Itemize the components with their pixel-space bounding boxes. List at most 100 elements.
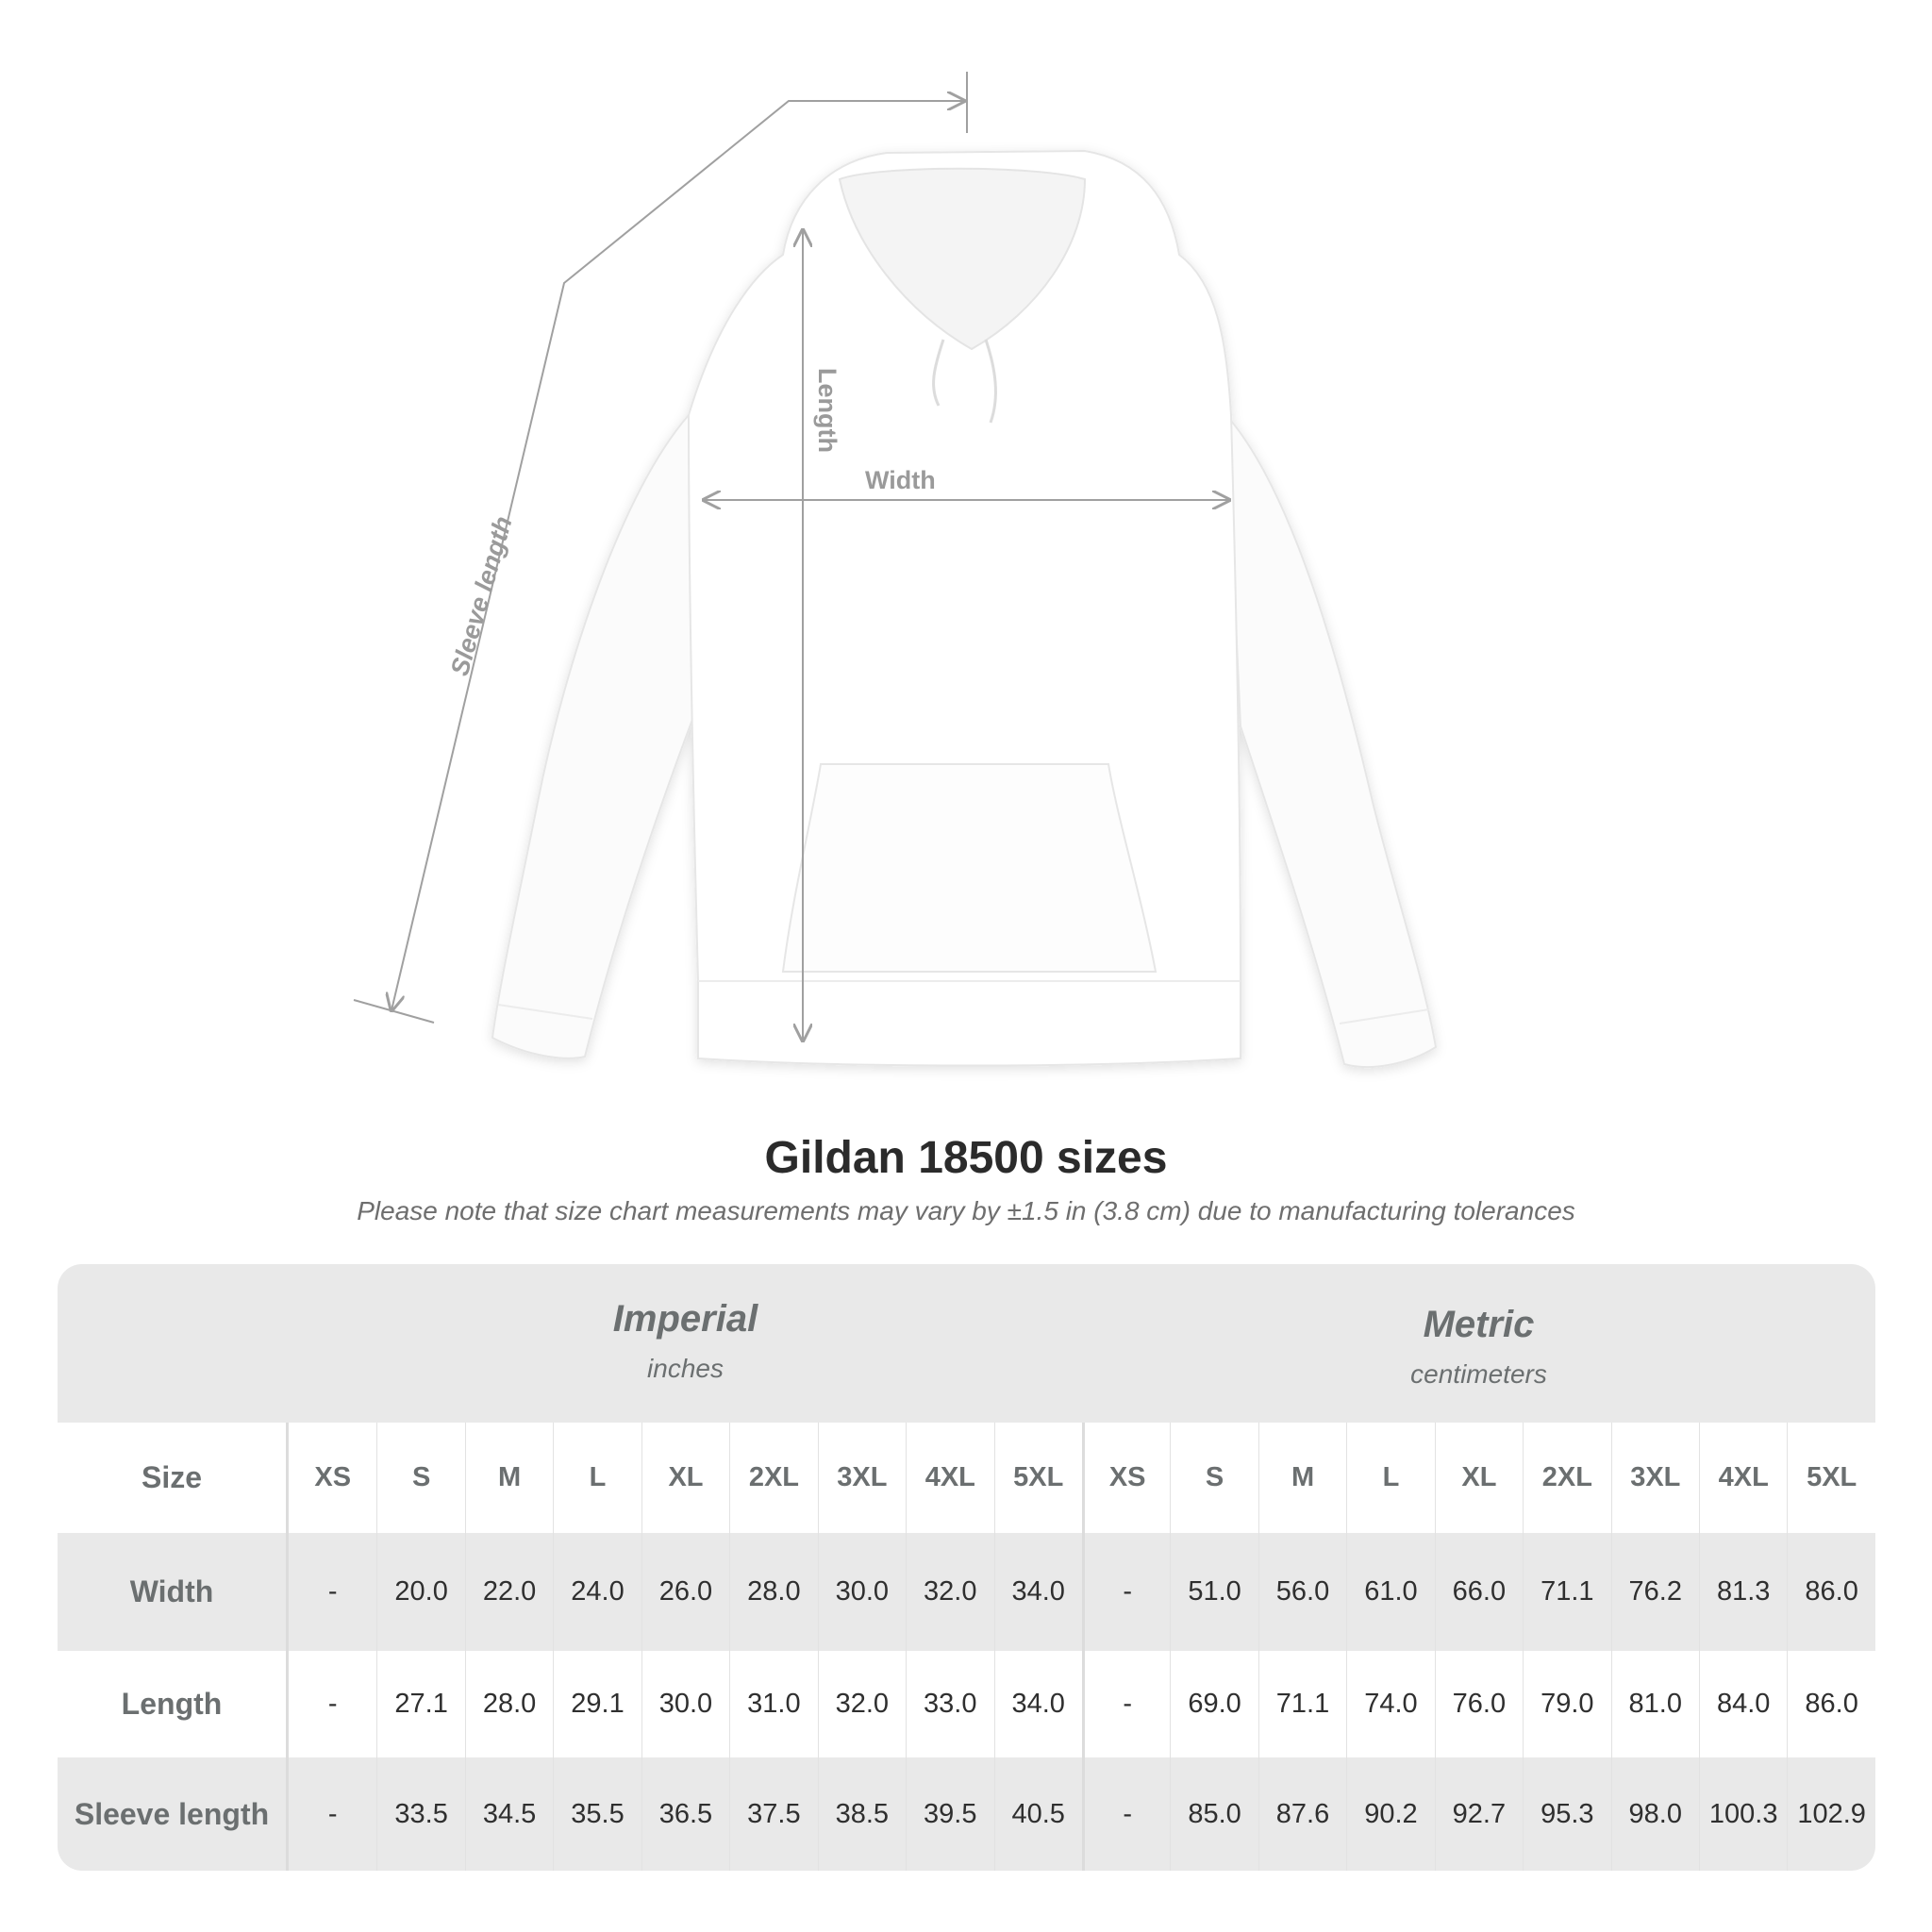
- row-band: [58, 1533, 1875, 1651]
- imperial-value-cell: 20.0: [376, 1533, 464, 1651]
- metric-value-cell: 81.0: [1610, 1651, 1699, 1757]
- imperial-value-cell: 33.0: [906, 1651, 993, 1757]
- imperial-size-header: 3XL: [817, 1423, 906, 1533]
- imperial-header: Imperial inches: [289, 1298, 1082, 1384]
- imperial-value-cell: -: [327, 1576, 338, 1607]
- imperial-value-cell: 34.0: [993, 1651, 1082, 1757]
- imperial-title: Imperial: [612, 1298, 758, 1340]
- metric-value-cell: 84.0: [1699, 1651, 1787, 1757]
- metric-value-cell: 85.0: [1170, 1757, 1257, 1871]
- imperial-value-cell: 37.5: [729, 1757, 817, 1871]
- imperial-value-cell: 38.5: [817, 1757, 906, 1871]
- imperial-size-header: S: [376, 1423, 464, 1533]
- table-row: Width -20.0 22.0 24.0 26.0 28.0 30.0 32.0 34.0-5…: [58, 1533, 1875, 1651]
- imperial-size-header: 4XL: [906, 1423, 993, 1533]
- metric-value-cell: 95.3: [1523, 1757, 1610, 1871]
- metric-size-header: XS: [1081, 1423, 1170, 1533]
- metric-value-cell: 81.3: [1699, 1533, 1787, 1651]
- imperial-value-cell: 28.0: [464, 1651, 553, 1757]
- hoodie-diagram: Length Width Sleeve length: [353, 72, 1438, 1068]
- size-header-row: Size XS S M L XL 2XL 3XL 4XL 5XL XS S M L XL 2XL 3XL 4XL 5…: [58, 1423, 1875, 1533]
- imperial-value-cell: 39.5: [906, 1757, 993, 1871]
- sleeve-bottom-tick: [353, 999, 435, 1024]
- row-label: Size: [58, 1423, 289, 1533]
- width-label: Width: [865, 466, 936, 494]
- imperial-value-cell: 28.0: [729, 1533, 817, 1651]
- metric-size-header: L: [1346, 1423, 1434, 1533]
- imperial-value-cell: 32.0: [906, 1533, 993, 1651]
- metric-size-header: 2XL: [1523, 1423, 1610, 1533]
- metric-value-cell: -: [1081, 1757, 1170, 1871]
- metric-value-cell: 92.7: [1434, 1757, 1523, 1871]
- table-row: Length -27.1 28.0 29.1 30.0 31.0 32.0 33.0 34.0-…: [58, 1651, 1875, 1757]
- imperial-size-header: 2XL: [729, 1423, 817, 1533]
- imperial-size-header: XS: [314, 1462, 352, 1492]
- metric-value-cell: -: [1081, 1533, 1170, 1651]
- imperial-value-cell: -: [327, 1798, 338, 1829]
- table-row: Sleeve length - 33.5 34.5 35.5 36.5 37.5 38.5 39…: [58, 1757, 1875, 1871]
- imperial-value-cell: -: [327, 1689, 338, 1719]
- sleeve-length-line: [391, 101, 964, 1010]
- imperial-value-cell: 26.0: [641, 1533, 729, 1651]
- metric-size-header: 3XL: [1610, 1423, 1699, 1533]
- size-chart-table: Imperial inches Metric centimeters Size X…: [58, 1264, 1875, 1871]
- tolerance-note: Please note that size chart measurements…: [357, 1196, 1575, 1225]
- metric-value-cell: 100.3: [1699, 1757, 1787, 1871]
- metric-size-header: 5XL: [1787, 1423, 1874, 1533]
- imperial-value-cell: 27.1: [376, 1651, 464, 1757]
- metric-size-header: M: [1257, 1423, 1346, 1533]
- imperial-size-header: M: [464, 1423, 553, 1533]
- imperial-value-cell: 30.0: [817, 1533, 906, 1651]
- page-title: Gildan 18500 sizes: [764, 1133, 1168, 1183]
- table-header-band: [58, 1264, 1875, 1423]
- imperial-size-header: L: [553, 1423, 641, 1533]
- imperial-value-cell: 31.0: [729, 1651, 817, 1757]
- imperial-value-cell: 40.5: [993, 1757, 1082, 1871]
- metric-size-header: 4XL: [1699, 1423, 1787, 1533]
- metric-value-cell: 76.2: [1610, 1533, 1699, 1651]
- imperial-size-header: XL: [641, 1423, 729, 1533]
- metric-value-cell: 90.2: [1346, 1757, 1434, 1871]
- metric-value-cell: 51.0: [1170, 1533, 1257, 1651]
- metric-value-cell: 87.6: [1257, 1757, 1346, 1871]
- imperial-value-cell: 35.5: [553, 1757, 641, 1871]
- hoodie-image: [491, 149, 1438, 1068]
- measurement-lines: [353, 72, 1229, 1041]
- row-label: Sleeve length: [58, 1757, 289, 1871]
- imperial-value-cell: 34.0: [993, 1533, 1082, 1651]
- metric-value-cell: 102.9: [1787, 1757, 1874, 1871]
- imperial-value-cell: 24.0: [553, 1533, 641, 1651]
- imperial-value-cell: 32.0: [817, 1651, 906, 1757]
- metric-value-cell: 98.0: [1610, 1757, 1699, 1871]
- row-band: [58, 1757, 1875, 1871]
- imperial-value-cell: 22.0: [464, 1533, 553, 1651]
- imperial-value-cell: 33.5: [376, 1757, 464, 1871]
- row-label: Length: [58, 1651, 289, 1757]
- metric-value-cell: 71.1: [1257, 1651, 1346, 1757]
- imperial-unit: inches: [647, 1354, 724, 1383]
- metric-value-cell: 66.0: [1434, 1533, 1523, 1651]
- imperial-size-header: 5XL: [993, 1423, 1082, 1533]
- metric-value-cell: 69.0: [1170, 1651, 1257, 1757]
- imperial-value-cell: 30.0: [641, 1651, 729, 1757]
- metric-value-cell: 76.0: [1434, 1651, 1523, 1757]
- metric-value-cell: 71.1: [1523, 1533, 1610, 1651]
- metric-value-cell: 86.0: [1787, 1651, 1874, 1757]
- sleeve-length-label: Sleeve length: [445, 513, 518, 679]
- metric-size-header: XL: [1434, 1423, 1523, 1533]
- metric-value-cell: -: [1081, 1651, 1170, 1757]
- row-label: Width: [58, 1533, 289, 1651]
- imperial-value-cell: 36.5: [641, 1757, 729, 1871]
- metric-header: Metric centimeters: [1082, 1304, 1875, 1390]
- metric-size-header: S: [1170, 1423, 1257, 1533]
- imperial-value-cell: 34.5: [464, 1757, 553, 1871]
- metric-value-cell: 86.0: [1787, 1533, 1874, 1651]
- metric-unit: centimeters: [1410, 1359, 1547, 1389]
- metric-title: Metric: [1423, 1304, 1535, 1345]
- metric-value-cell: 79.0: [1523, 1651, 1610, 1757]
- length-label: Length: [813, 368, 841, 453]
- metric-value-cell: 61.0: [1346, 1533, 1434, 1651]
- metric-value-cell: 56.0: [1257, 1533, 1346, 1651]
- metric-value-cell: 74.0: [1346, 1651, 1434, 1757]
- imperial-value-cell: 29.1: [553, 1651, 641, 1757]
